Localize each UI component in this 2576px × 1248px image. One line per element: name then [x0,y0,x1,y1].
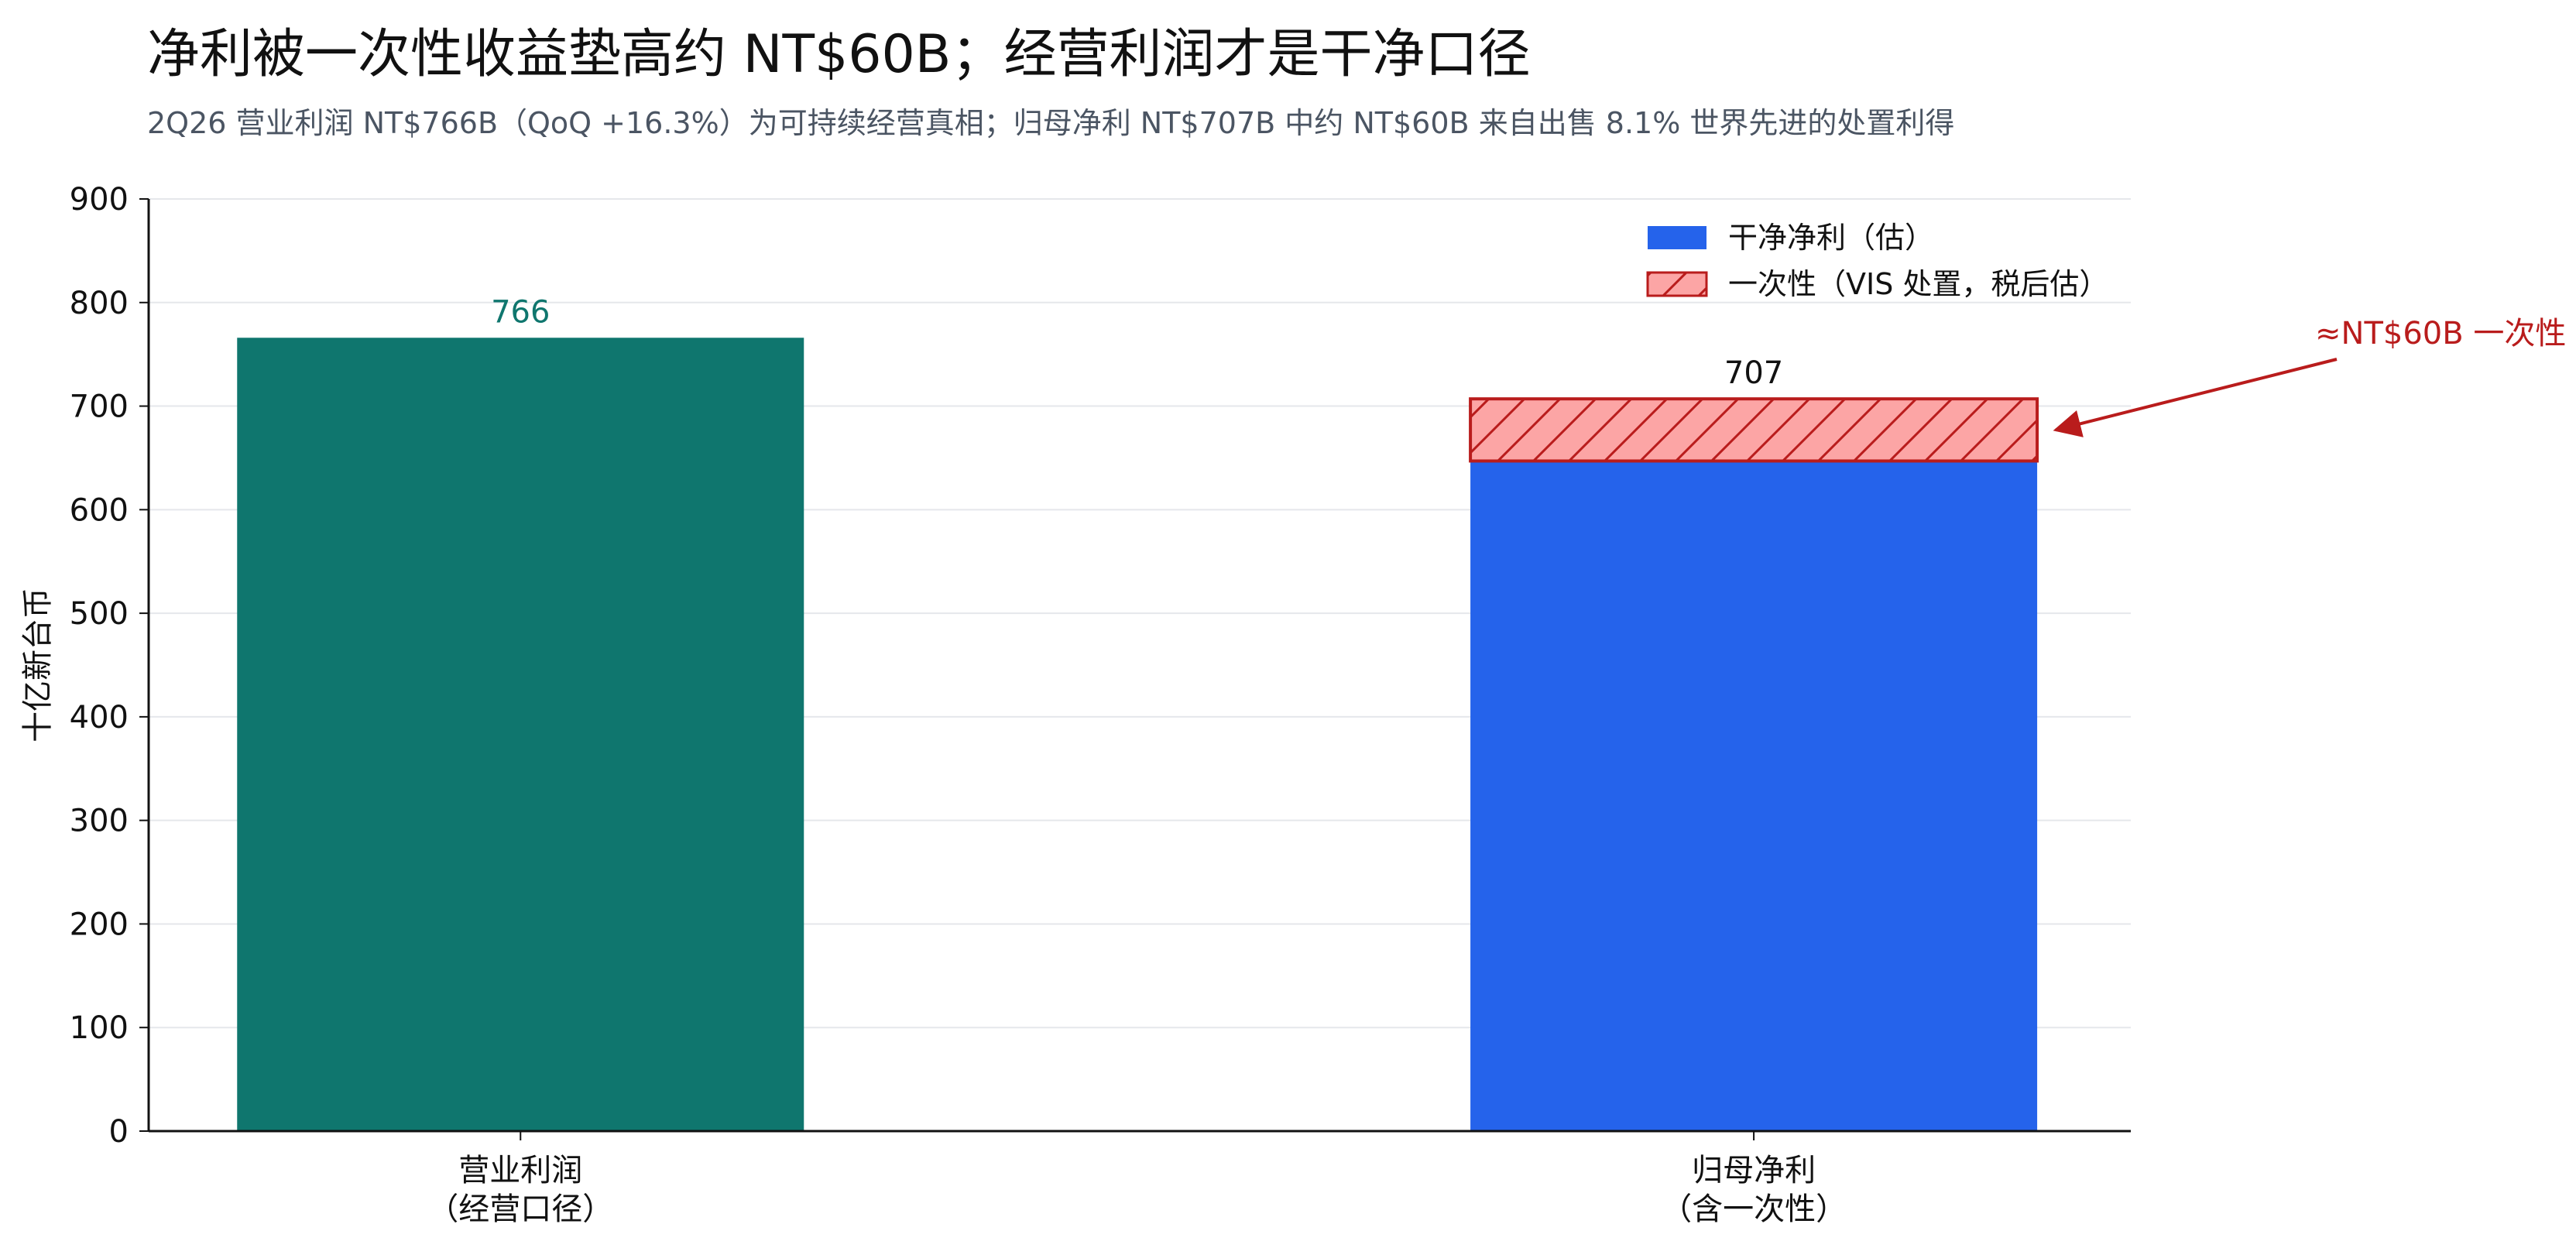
y-tick-label: 700 [70,389,129,425]
legend-swatch [1646,271,1708,297]
chart-subtitle: 2Q26 营业利润 NT$766B（QoQ +16.3%）为可持续经营真相；归母… [147,106,1955,140]
y-tick-label: 900 [70,182,129,218]
y-tick-label: 500 [70,596,129,632]
legend-label: 干净净利（估） [1728,221,1934,255]
y-tick-label: 800 [70,286,129,321]
y-tick-label: 0 [109,1114,129,1150]
bar-value-label: 707 [1724,355,1783,391]
y-tick-label: 600 [70,492,129,528]
x-tick-label: 归母净利 [1692,1153,1816,1188]
y-tick-label: 300 [70,804,129,839]
annotation-label: ≈NT$60B 一次性 [2315,316,2566,351]
y-tick-label: 200 [70,907,129,942]
legend-swatch [1648,226,1706,249]
x-tick-label: （含一次性） [1661,1191,1847,1227]
bar-segment-one-off [1469,397,2039,463]
bar-value-label: 766 [491,294,550,330]
y-tick-label: 400 [70,700,129,735]
x-tick-label: （经营口径） [427,1191,613,1227]
x-tick-label: 营业利润 [458,1153,582,1188]
annotation-arrow [2053,358,2338,437]
y-tick-label: 100 [70,1010,129,1046]
bar-segment [1470,461,2038,1131]
chart-title: 净利被一次性收益垫高约 NT$60B；经营利润才是干净口径 [147,24,1531,85]
legend-label: 一次性（VIS 处置，税后估） [1728,267,2108,301]
y-axis-label: 十亿新台币 [20,588,56,742]
bar-segment [237,338,804,1131]
